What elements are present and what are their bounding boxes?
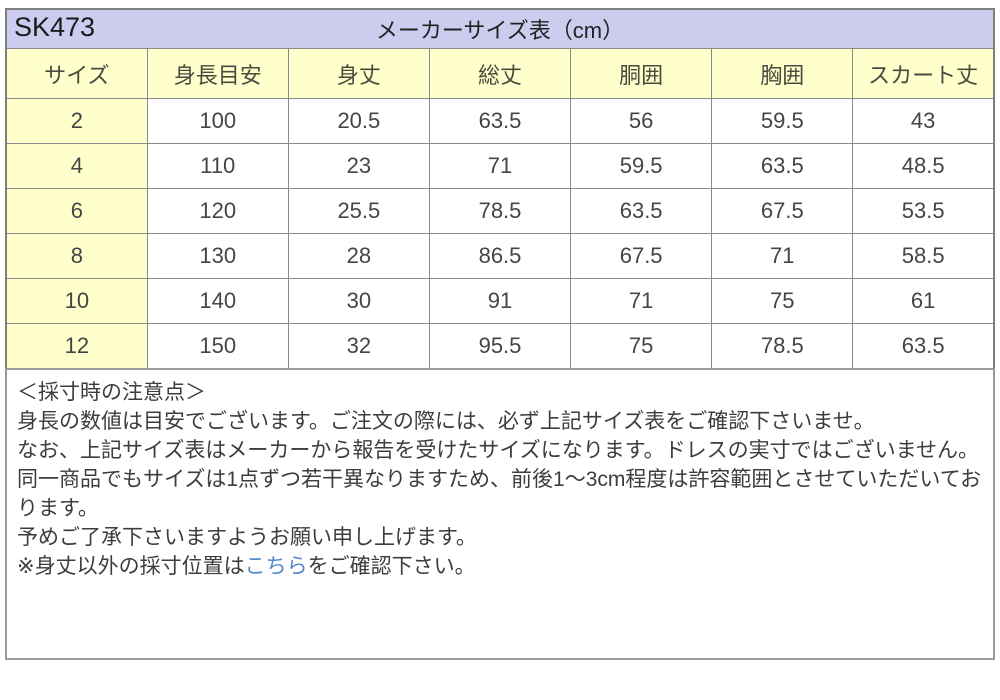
table-cell: 48.5 <box>852 143 995 189</box>
notes-heading: ＜採寸時の注意点＞ <box>17 381 206 404</box>
col-header-waist: 胴囲 <box>570 48 713 99</box>
size-cell: 6 <box>5 188 148 234</box>
table-cell: 71 <box>428 143 572 189</box>
table-cell: 75 <box>711 278 854 324</box>
table-cell: 95.5 <box>428 323 572 370</box>
col-header-height-guide: 身長目安 <box>146 48 289 99</box>
note-link-prefix: ※身丈以外の採寸位置は <box>17 555 245 578</box>
note-line: なお、上記サイズ表はメーカーから報告を受けたサイズになります。ドレスの実寸ではご… <box>17 439 980 462</box>
table-cell: 67.5 <box>711 188 854 234</box>
table-cell: 100 <box>146 98 289 144</box>
banner-row: メーカーサイズ表（cm） SK473 <box>5 8 995 49</box>
table-cell: 56 <box>570 98 713 144</box>
measurement-notes: ＜採寸時の注意点＞ 身長の数値は目安でございます。ご注文の際には、必ず上記サイズ… <box>5 368 995 660</box>
col-header-chest: 胸囲 <box>711 48 854 99</box>
note-line: 予めご了承下さいますようお願い申し上げます。 <box>17 526 477 549</box>
table-cell: 59.5 <box>711 98 854 144</box>
col-header-body-length: 身丈 <box>287 48 430 99</box>
table-row-size-6: 6 120 25.5 78.5 63.5 67.5 53.5 <box>5 188 995 234</box>
size-cell: 8 <box>5 233 148 279</box>
table-cell: 61 <box>852 278 995 324</box>
table-cell: 63.5 <box>428 98 572 144</box>
table-row-size-12: 12 150 32 95.5 75 78.5 63.5 <box>5 323 995 370</box>
table-cell: 43 <box>852 98 995 144</box>
table-cell: 140 <box>146 278 289 324</box>
size-cell: 10 <box>5 278 148 324</box>
table-cell: 75 <box>570 323 713 370</box>
note-link-suffix: をご確認下さい。 <box>307 555 476 578</box>
table-title: メーカーサイズ表（cm） <box>375 18 625 43</box>
table-cell: 86.5 <box>428 233 572 279</box>
table-banner: メーカーサイズ表（cm） SK473 <box>5 8 995 49</box>
product-code: SK473 <box>14 12 96 42</box>
table-cell: 130 <box>146 233 289 279</box>
column-header-row: サイズ 身長目安 身丈 総丈 胴囲 胸囲 スカート丈 <box>5 48 995 99</box>
table-cell: 78.5 <box>711 323 854 370</box>
table-cell: 30 <box>287 278 430 324</box>
col-header-skirt-length: スカート丈 <box>852 48 995 99</box>
note-line: 身長の数値は目安でございます。ご注文の際には、必ず上記サイズ表をご確認下さいませ… <box>17 410 875 433</box>
table-cell: 23 <box>287 143 430 189</box>
table-cell: 110 <box>146 143 289 189</box>
table-cell: 63.5 <box>570 188 713 234</box>
note-line-with-link: ※身丈以外の採寸位置はこちらをご確認下さい。 <box>17 552 983 581</box>
table-cell: 28 <box>287 233 430 279</box>
table-row-size-8: 8 130 28 86.5 67.5 71 58.5 <box>5 233 995 279</box>
col-header-size: サイズ <box>5 48 148 99</box>
table-row-size-2: 2 100 20.5 63.5 56 59.5 43 <box>5 98 995 144</box>
note-line: 同一商品でもサイズは1点ずつ若干異なりますため、前後1～3cm程度は許容範囲とさ… <box>17 468 982 520</box>
table-cell: 59.5 <box>570 143 713 189</box>
table-row-size-10: 10 140 30 91 71 75 61 <box>5 278 995 324</box>
kochira-link[interactable]: こちら <box>244 555 308 578</box>
table-cell: 63.5 <box>711 143 854 189</box>
table-cell: 20.5 <box>287 98 430 144</box>
table-cell: 58.5 <box>852 233 995 279</box>
table-cell: 25.5 <box>287 188 430 234</box>
table-cell: 67.5 <box>570 233 713 279</box>
table-cell: 91 <box>428 278 572 324</box>
table-cell: 32 <box>287 323 430 370</box>
table-row-size-4: 4 110 23 71 59.5 63.5 48.5 <box>5 143 995 189</box>
size-cell: 12 <box>5 323 148 370</box>
size-cell: 2 <box>5 98 148 144</box>
table-cell: 53.5 <box>852 188 995 234</box>
table-cell: 78.5 <box>428 188 572 234</box>
col-header-total-length: 総丈 <box>428 48 572 99</box>
table-cell: 150 <box>146 323 289 370</box>
table-cell: 120 <box>146 188 289 234</box>
size-cell: 4 <box>5 143 148 189</box>
maker-size-table: メーカーサイズ表（cm） SK473 サイズ 身長目安 身丈 総丈 胴囲 胸囲 … <box>5 8 995 370</box>
table-cell: 63.5 <box>852 323 995 370</box>
table-cell: 71 <box>570 278 713 324</box>
table-cell: 71 <box>711 233 854 279</box>
